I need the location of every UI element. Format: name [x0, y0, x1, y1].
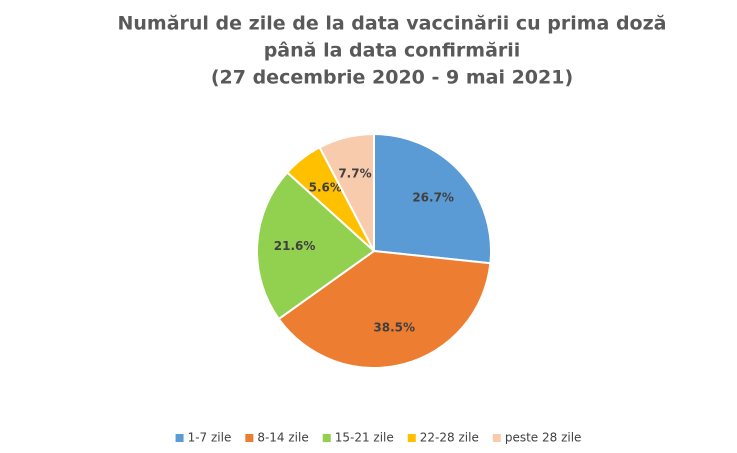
- chart-title: până la data confirmării: [264, 40, 521, 62]
- legend-swatch: [492, 434, 501, 442]
- legend-label: peste 28 zile: [505, 431, 582, 445]
- chart-title: Numărul de zile de la data vaccinării cu…: [117, 13, 666, 35]
- data-label: 7.7%: [338, 166, 371, 180]
- pie-slice: [277, 249, 492, 369]
- legend-label: 22-28 zile: [420, 431, 479, 445]
- data-label: 5.6%: [309, 181, 342, 195]
- legend-swatch: [245, 434, 254, 442]
- pie-slice: [256, 171, 376, 321]
- legend-swatch: [322, 434, 331, 442]
- legend-swatch: [407, 434, 416, 442]
- pie-slice: [318, 132, 375, 252]
- chart-title: (27 decembrie 2020 - 9 mai 2021): [211, 67, 573, 89]
- data-label: 21.6%: [274, 239, 316, 253]
- data-label: 26.7%: [412, 190, 454, 204]
- legend-swatch: [175, 434, 184, 442]
- data-label: 38.5%: [373, 320, 415, 334]
- legend-label: 15-21 zile: [335, 431, 394, 445]
- legend-label: 8-14 zile: [257, 431, 308, 445]
- legend: 1-7 zile 8-14 zile 15-21 zile 22-28 zile pes…: [175, 431, 582, 445]
- legend-label: 1-7 zile: [188, 431, 232, 445]
- pie-slice: [373, 132, 492, 265]
